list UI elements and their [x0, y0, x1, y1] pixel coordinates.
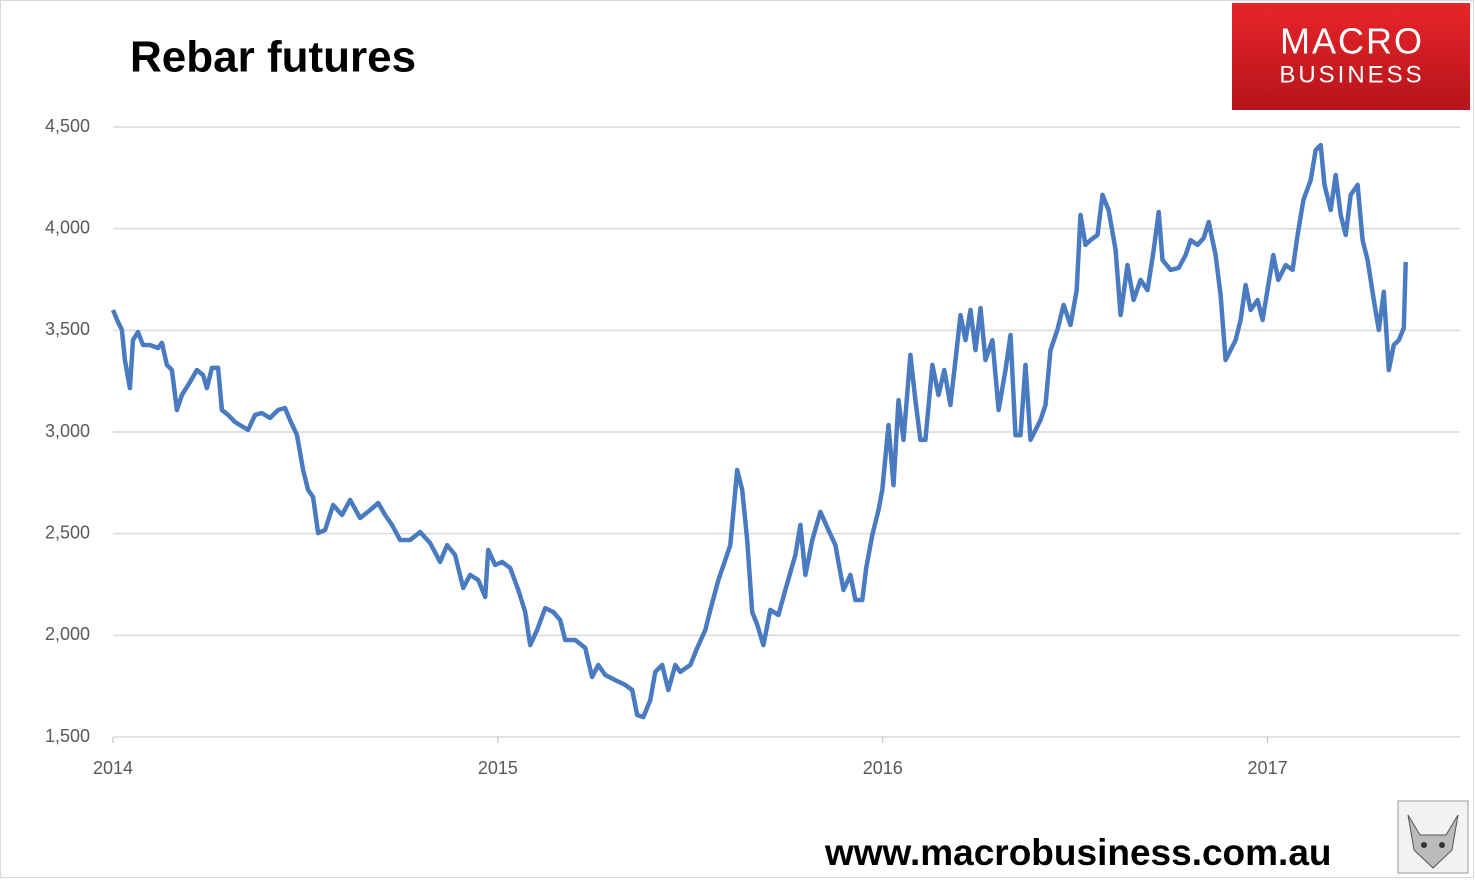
line: [110, 142, 1408, 720]
logo-box: [1232, 3, 1470, 110]
y-tick-label: 3,000: [45, 421, 90, 441]
logo-text: MACRO: [1280, 21, 1424, 62]
x-tick-label: 2015: [478, 758, 518, 778]
x-tick-label: 2017: [1248, 758, 1288, 778]
y-tick-label: 4,000: [45, 217, 90, 237]
x-tick-label: 2016: [863, 758, 903, 778]
logo-text: BUSINESS: [1279, 61, 1424, 88]
y-tick-label: 4,500: [45, 116, 90, 136]
y-tick-label: 2,000: [45, 624, 90, 644]
chart-title: Rebar futures: [130, 33, 416, 82]
wolf-icon: [1397, 800, 1469, 874]
y-tick-label: 1,500: [45, 726, 90, 746]
y-tick-label: 3,500: [45, 319, 90, 339]
x-tick-label: 2014: [93, 758, 133, 778]
y-tick-label: 2,500: [45, 522, 90, 542]
footer-url: www.macrobusiness.com.au: [824, 832, 1332, 873]
